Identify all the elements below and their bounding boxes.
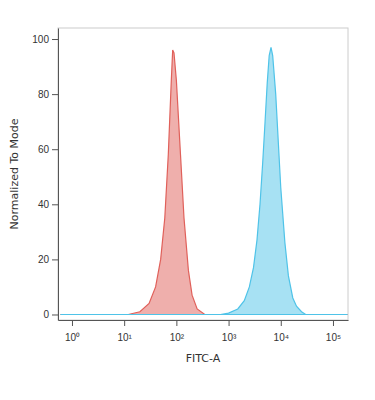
x-tick-mark xyxy=(176,320,177,326)
plot-frame xyxy=(58,28,348,320)
x-axis-title: FITC-A xyxy=(186,352,221,365)
y-tick-mark xyxy=(52,204,58,205)
y-tick: 100 xyxy=(32,34,58,45)
x-tick-mark xyxy=(124,320,125,326)
x-tick-label: 10⁴ xyxy=(274,332,289,343)
chart: 10⁰ 10¹ 10² 10³ 10⁴ 10⁵ 0 20 40 60 80 100 FITC-A Norm… xyxy=(0,0,375,400)
y-tick-mark xyxy=(52,314,58,315)
x-tick: 10² xyxy=(170,320,185,343)
x-tick-mark xyxy=(72,320,73,326)
x-axis-line xyxy=(59,320,349,321)
y-tick: 60 xyxy=(38,144,58,155)
y-tick-label: 40 xyxy=(38,199,50,210)
y-tick: 80 xyxy=(38,89,58,100)
y-tick-label: 20 xyxy=(38,254,50,265)
x-tick: 10³ xyxy=(222,320,237,343)
y-tick-mark xyxy=(52,149,58,150)
y-tick-mark xyxy=(52,39,58,40)
y-tick-label: 100 xyxy=(32,34,49,45)
x-tick: 10¹ xyxy=(117,320,132,343)
histogram-area xyxy=(60,47,347,314)
plot: 10⁰ 10¹ 10² 10³ 10⁴ 10⁵ 0 20 40 60 80 100 xyxy=(32,28,348,343)
histogram-area xyxy=(60,50,347,314)
y-tick: 0 xyxy=(43,309,58,320)
x-tick-label: 10⁵ xyxy=(326,332,341,343)
x-axis: 10⁰ 10¹ 10² 10³ 10⁴ 10⁵ xyxy=(59,320,349,343)
y-tick-label: 60 xyxy=(38,144,50,155)
x-tick: 10⁵ xyxy=(326,320,341,343)
series-group xyxy=(60,47,347,314)
x-tick-mark xyxy=(229,320,230,326)
y-axis-line xyxy=(58,29,59,321)
x-tick-label: 10³ xyxy=(222,332,237,343)
y-tick-mark xyxy=(52,259,58,260)
y-axis-title: Normalized To Mode xyxy=(8,118,21,229)
y-tick: 40 xyxy=(38,199,58,210)
y-tick: 20 xyxy=(38,254,58,265)
x-tick-mark xyxy=(281,320,282,326)
x-tick-mark xyxy=(333,320,334,326)
x-tick: 10⁴ xyxy=(274,320,289,343)
x-tick: 10⁰ xyxy=(65,320,80,343)
y-axis: 0 20 40 60 80 100 xyxy=(32,29,58,321)
y-tick-label: 0 xyxy=(43,309,49,320)
x-tick-label: 10² xyxy=(170,332,185,343)
x-tick-label: 10¹ xyxy=(117,332,132,343)
x-tick-label: 10⁰ xyxy=(65,332,80,343)
y-tick-mark xyxy=(52,94,58,95)
y-tick-label: 80 xyxy=(38,89,50,100)
